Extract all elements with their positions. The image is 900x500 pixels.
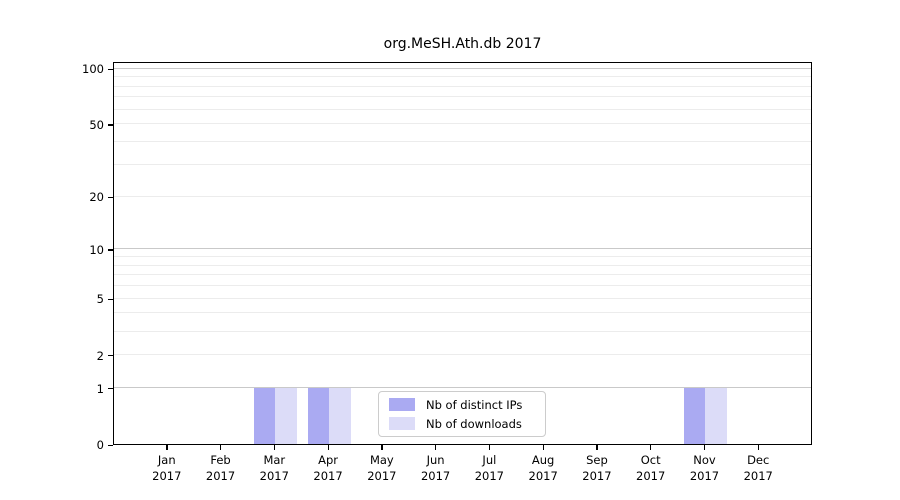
bar-mar-downloads xyxy=(275,387,297,444)
minor-gridline xyxy=(114,123,811,125)
x-tick-label: Dec 2017 xyxy=(743,453,773,483)
minor-gridline xyxy=(114,96,811,98)
x-tick-label: Apr 2017 xyxy=(313,453,343,483)
x-tick-mark xyxy=(596,445,598,450)
y-tick-mark xyxy=(108,298,113,300)
x-tick-label: Feb 2017 xyxy=(205,453,236,483)
bar-mar-distinct-ips xyxy=(253,387,276,444)
y-tick-label: 50 xyxy=(89,117,104,132)
major-gridline xyxy=(114,248,811,250)
legend-swatch-distinct-ips xyxy=(389,398,415,411)
minor-gridline xyxy=(114,256,811,257)
chart-title: org.MeSH.Ath.db 2017 xyxy=(383,36,542,52)
minor-gridline xyxy=(114,76,811,78)
minor-gridline xyxy=(114,274,811,276)
y-tick-mark xyxy=(108,196,113,198)
bar-apr-distinct-ips xyxy=(307,387,330,444)
minor-gridline xyxy=(114,330,811,332)
bar-nov-downloads xyxy=(705,387,727,444)
x-tick-label: Jun 2017 xyxy=(420,453,451,483)
legend-item-downloads: Nb of downloads xyxy=(389,417,537,431)
x-tick-label: Oct 2017 xyxy=(636,453,666,483)
x-tick-mark xyxy=(488,445,491,450)
minor-gridline xyxy=(114,297,811,299)
minor-gridline xyxy=(114,312,811,314)
minor-gridline xyxy=(114,354,811,356)
y-tick-mark xyxy=(108,444,113,446)
y-tick-label: 10 xyxy=(89,242,104,257)
minor-gridline xyxy=(114,195,811,197)
x-tick-label: Jul 2017 xyxy=(474,453,505,483)
x-tick-mark xyxy=(703,445,706,450)
x-tick-mark xyxy=(542,445,544,450)
x-tick-label: Mar 2017 xyxy=(259,453,289,483)
legend: Nb of distinct IPs Nb of downloads xyxy=(378,391,546,437)
x-tick-label: Jan 2017 xyxy=(152,453,182,483)
y-tick-label: 100 xyxy=(82,62,104,77)
x-tick-label: Aug 2017 xyxy=(528,453,558,483)
bar-nov-distinct-ips xyxy=(683,387,706,444)
y-tick-label: 1 xyxy=(96,381,104,396)
x-tick-mark xyxy=(220,445,222,450)
y-tick-label: 5 xyxy=(96,292,104,307)
minor-gridline xyxy=(114,85,811,87)
x-tick-label: May 2017 xyxy=(367,453,397,483)
legend-item-distinct-ips: Nb of distinct IPs xyxy=(389,398,537,412)
legend-label-downloads: Nb of downloads xyxy=(426,416,522,431)
x-tick-mark xyxy=(435,445,437,450)
y-tick-label: 20 xyxy=(89,190,104,205)
x-tick-mark xyxy=(273,445,276,450)
x-tick-mark xyxy=(381,445,383,450)
legend-label-distinct-ips: Nb of distinct IPs xyxy=(426,397,523,412)
y-tick-label: 0 xyxy=(96,438,104,452)
x-tick-mark xyxy=(327,445,329,450)
plot-area xyxy=(113,62,812,445)
minor-gridline xyxy=(114,285,811,287)
minor-gridline xyxy=(114,141,811,143)
x-tick-label: Sep 2017 xyxy=(582,453,612,483)
x-tick-mark xyxy=(650,445,652,450)
y-tick-mark xyxy=(108,124,113,126)
y-tick-mark xyxy=(108,68,113,70)
bar-apr-downloads xyxy=(329,387,351,444)
legend-swatch-downloads xyxy=(389,417,415,430)
y-tick-mark xyxy=(108,355,113,357)
x-tick-mark xyxy=(166,445,168,450)
x-tick-label: Nov 2017 xyxy=(689,453,720,483)
minor-gridline xyxy=(114,163,811,165)
major-gridline xyxy=(114,387,811,389)
minor-gridline xyxy=(114,264,811,266)
major-gridline xyxy=(114,67,811,69)
x-tick-mark xyxy=(757,445,760,450)
y-tick-mark xyxy=(108,388,113,390)
y-tick-label: 2 xyxy=(96,348,104,363)
minor-gridline xyxy=(114,108,811,110)
y-tick-mark xyxy=(108,249,113,251)
